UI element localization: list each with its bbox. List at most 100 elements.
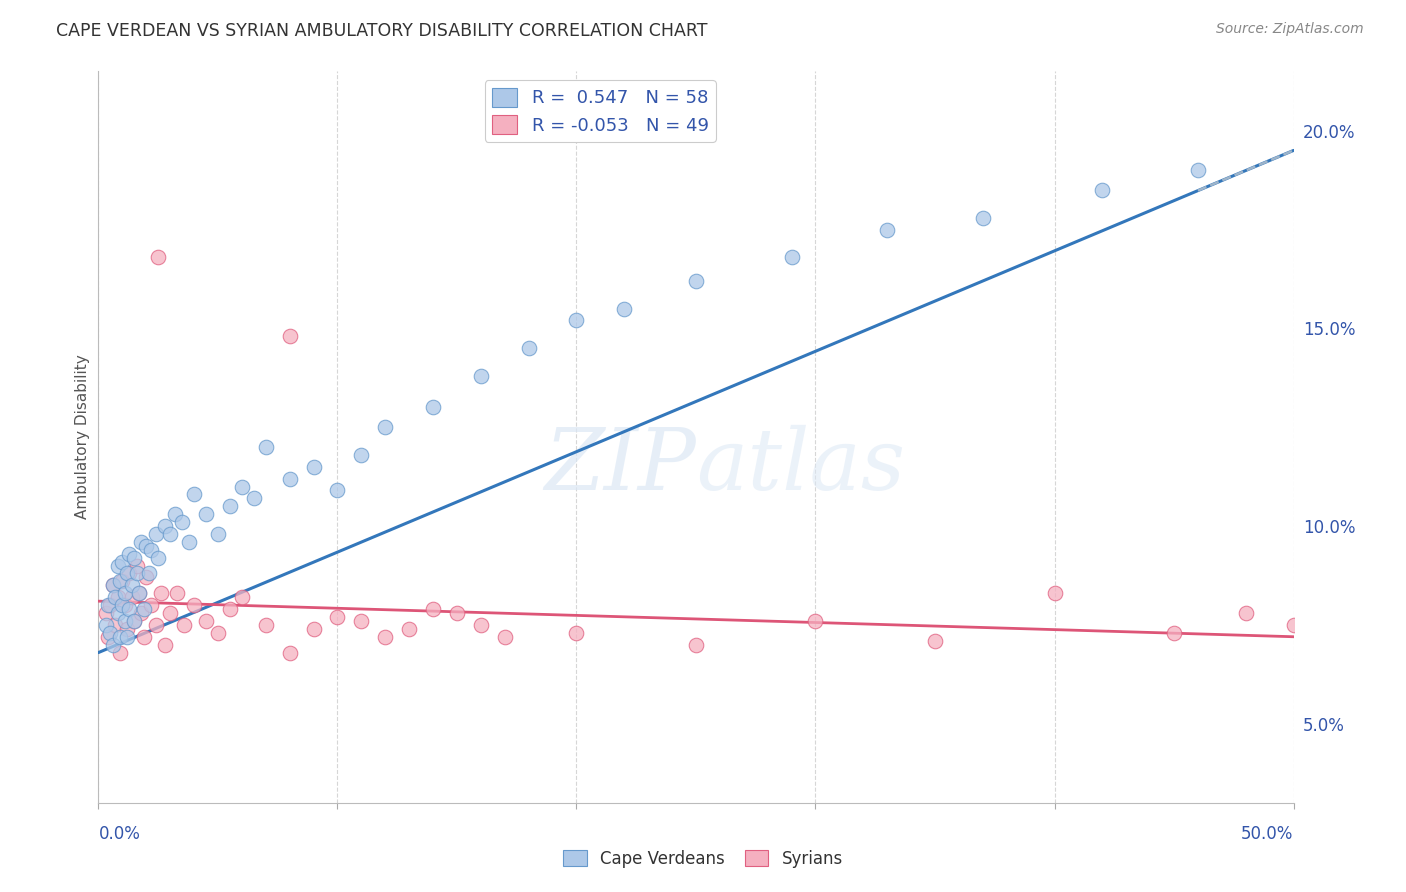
Point [118,547,141,561]
Point [118,602,141,616]
Point [132,630,155,644]
Point [125,566,148,581]
Point [97,630,120,644]
Point [517,341,540,355]
Text: ZIP: ZIP [544,425,696,508]
Point [159,606,181,620]
Point [231,591,253,605]
Point [139,542,162,557]
Point [101,578,124,592]
Point [172,515,194,529]
Point [132,602,155,616]
Point [94,618,117,632]
Point [121,578,143,592]
Point [685,274,707,288]
Point [111,574,134,589]
Point [374,630,396,644]
Point [876,222,898,236]
Y-axis label: Ambulatory Disability: Ambulatory Disability [75,355,90,519]
Point [183,487,205,501]
Point [446,606,468,620]
Point [107,558,129,573]
Point [128,586,150,600]
Point [128,586,150,600]
Point [114,586,136,600]
Point [326,483,349,498]
Point [254,440,277,454]
Point [115,622,138,636]
Point [114,614,136,628]
Point [194,614,218,628]
Point [107,591,129,605]
Point [148,250,170,264]
Point [111,555,134,569]
Point [278,646,301,660]
Point [131,534,153,549]
Point [139,598,162,612]
Point [398,622,420,636]
Point [104,618,127,632]
Point [219,500,242,514]
Text: 50.0%: 50.0% [1241,825,1294,843]
Point [115,566,138,581]
Point [98,598,122,612]
Point [326,610,349,624]
Point [243,491,266,506]
Point [780,250,803,264]
Point [1234,606,1257,620]
Point [302,622,325,636]
Point [173,618,195,632]
Point [350,448,373,462]
Text: atlas: atlas [696,425,905,508]
Point [124,614,146,628]
Point [565,313,588,327]
Point [163,507,186,521]
Point [124,550,146,565]
Point [183,598,205,612]
Point [145,527,167,541]
Point [135,539,157,553]
Point [108,646,131,660]
Point [148,550,170,565]
Text: Source: ZipAtlas.com: Source: ZipAtlas.com [1216,22,1364,37]
Point [1163,625,1185,640]
Point [97,598,120,612]
Point [138,566,160,581]
Point [131,606,153,620]
Point [470,368,492,383]
Point [149,586,172,600]
Point [350,614,373,628]
Point [254,618,277,632]
Point [194,507,218,521]
Point [804,614,827,628]
Point [166,586,188,600]
Text: CAPE VERDEAN VS SYRIAN AMBULATORY DISABILITY CORRELATION CHART: CAPE VERDEAN VS SYRIAN AMBULATORY DISABI… [56,22,707,40]
Point [94,606,117,620]
Point [121,591,143,605]
Point [155,638,177,652]
Point [118,566,141,581]
Point [159,527,181,541]
Point [125,558,148,573]
Point [108,630,131,644]
Point [1043,586,1066,600]
Point [145,618,167,632]
Point [219,602,242,616]
Point [685,638,707,652]
Point [422,602,444,616]
Point [494,630,516,644]
Point [1091,183,1114,197]
Point [98,625,122,640]
Point [101,578,124,592]
Point [278,472,301,486]
Point [374,420,396,434]
Point [231,479,253,493]
Point [470,618,492,632]
Point [114,598,136,612]
Point [135,570,157,584]
Point [108,574,131,589]
Point [207,625,229,640]
Point [104,591,127,605]
Point [155,519,177,533]
Point [278,329,301,343]
